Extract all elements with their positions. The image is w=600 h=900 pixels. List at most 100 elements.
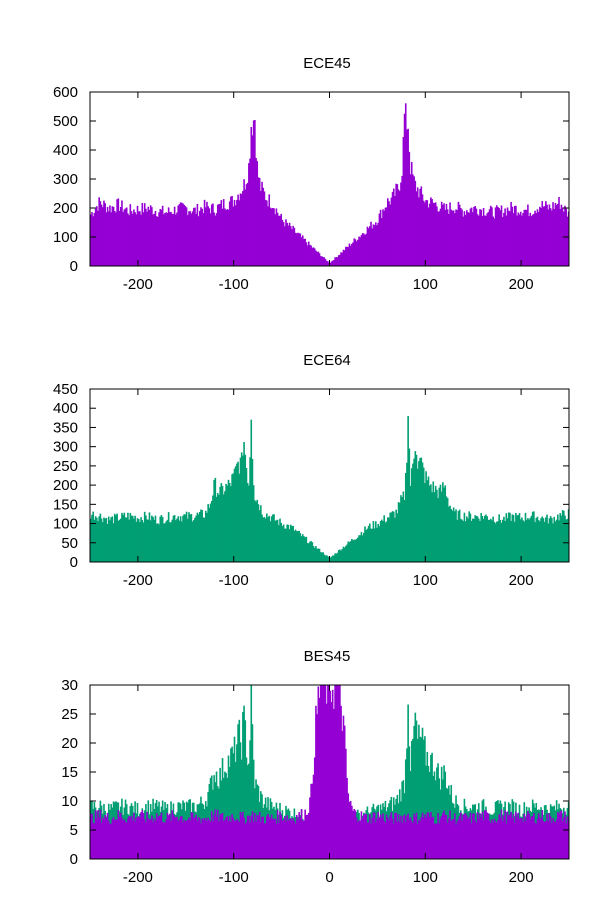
histogram-bar <box>178 819 181 859</box>
histogram-bar <box>548 813 551 859</box>
histogram-bar <box>307 241 310 266</box>
histogram-bar <box>93 823 96 859</box>
histogram-bar <box>467 212 469 266</box>
histogram-bar <box>192 520 195 562</box>
histogram-bar <box>245 757 248 859</box>
histogram-bar <box>361 535 364 562</box>
histogram-bar <box>153 519 156 562</box>
histogram-bar <box>361 233 364 266</box>
histogram-bar <box>263 191 266 266</box>
histogram-bar <box>276 810 279 859</box>
histogram-bar <box>273 514 275 562</box>
histogram-bar <box>216 493 219 562</box>
histogram-bar <box>134 515 136 562</box>
histogram-bar <box>511 514 514 562</box>
histogram-bar <box>378 213 381 266</box>
histogram-bar <box>390 197 393 266</box>
histogram-bar <box>334 257 336 266</box>
histogram-bar <box>358 236 360 266</box>
y-tick-label: 500 <box>53 113 78 130</box>
histogram-bar <box>480 513 482 562</box>
histogram-bar <box>391 191 394 266</box>
histogram-bar <box>208 507 211 562</box>
histogram-bar <box>139 211 141 266</box>
histogram-bar <box>412 463 414 562</box>
histogram-bar <box>194 817 196 859</box>
histogram-bar <box>382 521 384 562</box>
histogram-bar <box>312 546 315 562</box>
histogram-bar <box>419 736 421 859</box>
histogram-bar <box>518 214 521 266</box>
histogram-bar <box>554 822 557 859</box>
histogram-bar <box>331 555 334 562</box>
histogram-bar <box>342 715 345 859</box>
histogram-bar <box>182 515 184 562</box>
histogram-bar <box>125 822 128 859</box>
histogram-bar <box>552 202 554 266</box>
histogram-bar <box>160 515 163 562</box>
histogram-bar <box>128 215 130 266</box>
histogram-bar <box>142 522 145 562</box>
y-tick-label: 20 <box>61 735 78 752</box>
histogram-bar <box>540 518 542 562</box>
histogram-bar <box>321 685 323 859</box>
histogram-bar <box>370 528 372 562</box>
histogram-bar <box>555 205 558 266</box>
histogram-bar <box>323 554 326 562</box>
histogram-bar <box>460 518 462 562</box>
histogram-bar <box>243 705 245 859</box>
histogram-bar <box>347 541 350 562</box>
histogram-bar <box>149 205 152 266</box>
histogram-bar <box>242 811 244 859</box>
histogram-bar <box>428 485 431 562</box>
histogram-bar <box>206 512 208 562</box>
histogram-bar <box>367 525 370 562</box>
histogram-bar <box>231 746 233 859</box>
histogram-bar <box>99 513 102 562</box>
histogram-bar <box>210 204 213 266</box>
histogram-bar <box>528 216 530 266</box>
histogram-bar <box>507 512 510 562</box>
histogram-bar <box>221 485 224 562</box>
histogram-bar <box>541 810 544 859</box>
histogram-bar <box>448 506 450 562</box>
y-tick-label: 100 <box>53 516 78 533</box>
histogram-bar <box>536 209 539 266</box>
histogram-bar <box>109 205 111 266</box>
histogram-bar <box>473 206 475 266</box>
histogram-bar <box>477 518 480 562</box>
histogram-bar <box>207 504 209 562</box>
histogram-bar <box>525 519 528 562</box>
histogram-bar <box>468 212 471 266</box>
histogram-bar <box>377 812 379 859</box>
histogram-bar <box>251 458 254 562</box>
histogram-bar <box>469 208 472 266</box>
histogram-bar <box>110 517 112 562</box>
histogram-bar <box>285 219 287 266</box>
histogram-bar <box>467 518 469 562</box>
histogram-bar <box>384 207 387 266</box>
histogram-bar <box>348 542 351 562</box>
histogram-bar <box>437 498 439 562</box>
histogram-bar <box>354 239 357 266</box>
histogram-bar <box>200 509 202 562</box>
histogram-bar <box>476 214 479 266</box>
histogram-bar <box>373 528 376 562</box>
histogram-bar <box>531 511 534 562</box>
x-tick-label: -200 <box>123 276 153 293</box>
histogram-bar <box>443 810 445 859</box>
histogram-bar <box>431 752 433 859</box>
histogram-bar <box>225 772 227 859</box>
histogram-bar <box>281 526 284 562</box>
histogram-bar <box>159 208 162 266</box>
histogram-bar <box>489 823 492 859</box>
histogram-bar <box>394 195 396 266</box>
histogram-bar <box>125 517 128 562</box>
histogram-bar <box>301 820 304 859</box>
histogram-bar <box>270 516 273 562</box>
histogram-bar <box>499 519 502 562</box>
histogram-bar <box>449 505 451 562</box>
histogram-bar <box>510 811 512 859</box>
histogram-bar <box>203 517 206 562</box>
histogram-bar <box>389 512 391 562</box>
